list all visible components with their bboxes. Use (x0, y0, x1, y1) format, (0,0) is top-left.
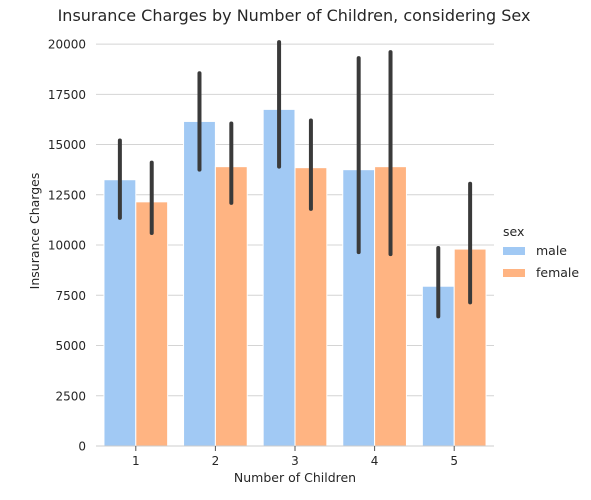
y-tick-label: 0 (78, 440, 86, 454)
x-tick-label: 5 (450, 454, 458, 468)
y-tick-label: 20000 (48, 38, 86, 52)
y-tick-label: 2500 (55, 389, 86, 403)
bar-female-2 (214, 166, 248, 447)
y-ticks: 0 2500 5000 7500 10000 12500 15000 17500 20000 (48, 38, 86, 454)
y-tick-label: 17500 (48, 88, 86, 102)
bar-female-1 (135, 201, 169, 447)
legend-title: sex (503, 224, 524, 239)
x-tick-label: 3 (291, 454, 299, 468)
y-axis-label: Insurance Charges (27, 173, 42, 290)
y-tick-label: 15000 (48, 138, 86, 152)
legend: sex male female (503, 224, 579, 280)
y-tick-label: 10000 (48, 239, 86, 253)
x-tick-label: 1 (132, 454, 140, 468)
error-bars (117, 40, 473, 319)
legend-swatch-male (503, 247, 525, 255)
legend-label-female: female (536, 265, 579, 280)
bars (103, 108, 487, 447)
y-tick-label: 7500 (55, 289, 86, 303)
x-tick-label: 4 (371, 454, 379, 468)
x-ticks: 1 2 3 4 5 (132, 446, 458, 468)
x-tick-label: 2 (212, 454, 220, 468)
chart-title: Insurance Charges by Number of Children,… (58, 6, 531, 25)
y-tick-label: 12500 (48, 188, 86, 202)
x-axis-label: Number of Children (234, 470, 356, 485)
legend-swatch-female (503, 269, 525, 277)
y-tick-label: 5000 (55, 339, 86, 353)
legend-label-male: male (536, 243, 567, 258)
